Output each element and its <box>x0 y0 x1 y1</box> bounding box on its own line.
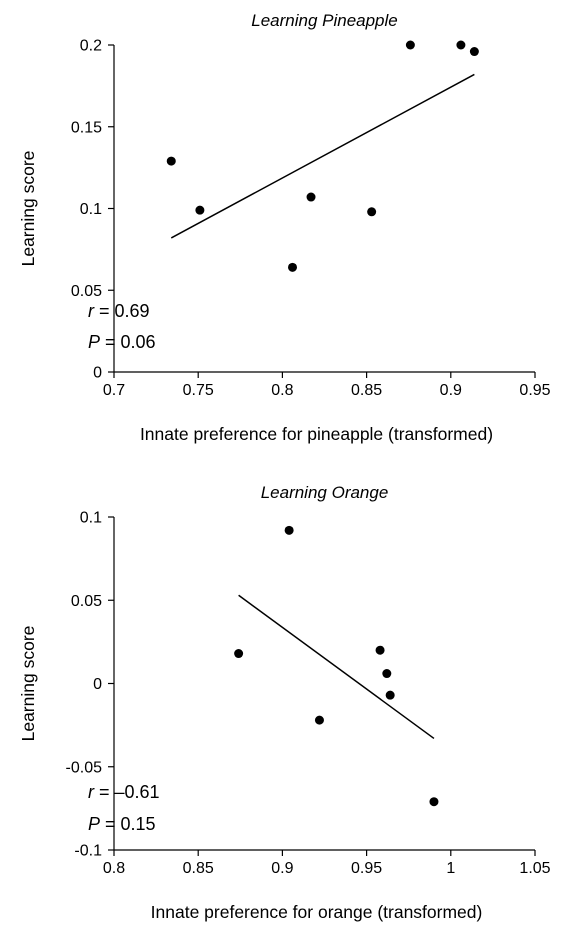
y-tick-label: 0.05 <box>71 593 102 610</box>
x-tick-label: 0.85 <box>183 860 214 877</box>
chart-1: Learning Pineapple 0 0.05 0.1 0.15 0.2 0.7 0.75… <box>18 11 551 444</box>
data-point <box>166 156 176 166</box>
chart-2: Learning Orange -0.1 -0.05 0 0.05 0.1 0.8 0.85 0… <box>18 483 551 922</box>
chart-title: Learning Orange <box>261 483 389 502</box>
y-axis-label: Learning score <box>18 151 38 267</box>
chart-title: Learning Pineapple <box>251 11 398 30</box>
y-tick-label: 0.1 <box>80 201 102 218</box>
data-point <box>306 192 316 202</box>
data-point <box>314 715 324 725</box>
x-tick-label: 0.75 <box>183 382 214 399</box>
data-point <box>469 47 479 57</box>
data-point <box>375 645 385 655</box>
x-tick-label: 0.95 <box>351 860 382 877</box>
data-point <box>382 669 392 679</box>
r-statistic: r = –0.61 <box>88 782 160 802</box>
data-point <box>456 40 466 50</box>
data-point <box>234 649 244 659</box>
y-tick-label: -0.05 <box>66 759 103 776</box>
x-tick-label: 0.9 <box>271 860 293 877</box>
x-tick-label: 0.9 <box>440 382 462 399</box>
data-point <box>284 525 294 535</box>
y-tick-label: 0.15 <box>71 119 102 136</box>
x-axis-label: Innate preference for orange (transforme… <box>151 902 483 922</box>
data-point <box>385 690 395 700</box>
x-tick-label: 1 <box>446 860 455 877</box>
data-point <box>367 207 377 217</box>
x-tick-label: 0.8 <box>271 382 293 399</box>
data-point <box>288 262 298 272</box>
data-point <box>405 40 415 50</box>
p-statistic: P = 0.06 <box>88 332 156 352</box>
data-point <box>195 205 205 215</box>
y-axis-label: Learning score <box>18 626 38 742</box>
y-tick-label: 0.05 <box>71 283 102 300</box>
x-axis-label: Innate preference for pineapple (transfo… <box>140 424 493 444</box>
y-tick-label: 0.2 <box>80 38 102 55</box>
x-tick-label: 0.8 <box>103 860 125 877</box>
y-tick-label: 0 <box>93 676 102 693</box>
x-tick-label: 0.95 <box>519 382 550 399</box>
y-tick-label: -0.1 <box>74 843 102 860</box>
x-tick-label: 0.7 <box>103 382 125 399</box>
trend-line <box>238 594 435 740</box>
x-tick-label: 1.05 <box>519 860 550 877</box>
r-statistic: r = 0.69 <box>88 301 150 321</box>
p-statistic: P = 0.15 <box>88 814 156 834</box>
trend-line <box>170 73 475 239</box>
data-point <box>429 797 439 807</box>
y-tick-label: 0 <box>93 365 102 382</box>
y-tick-label: 0.1 <box>80 510 102 527</box>
x-tick-label: 0.85 <box>351 382 382 399</box>
